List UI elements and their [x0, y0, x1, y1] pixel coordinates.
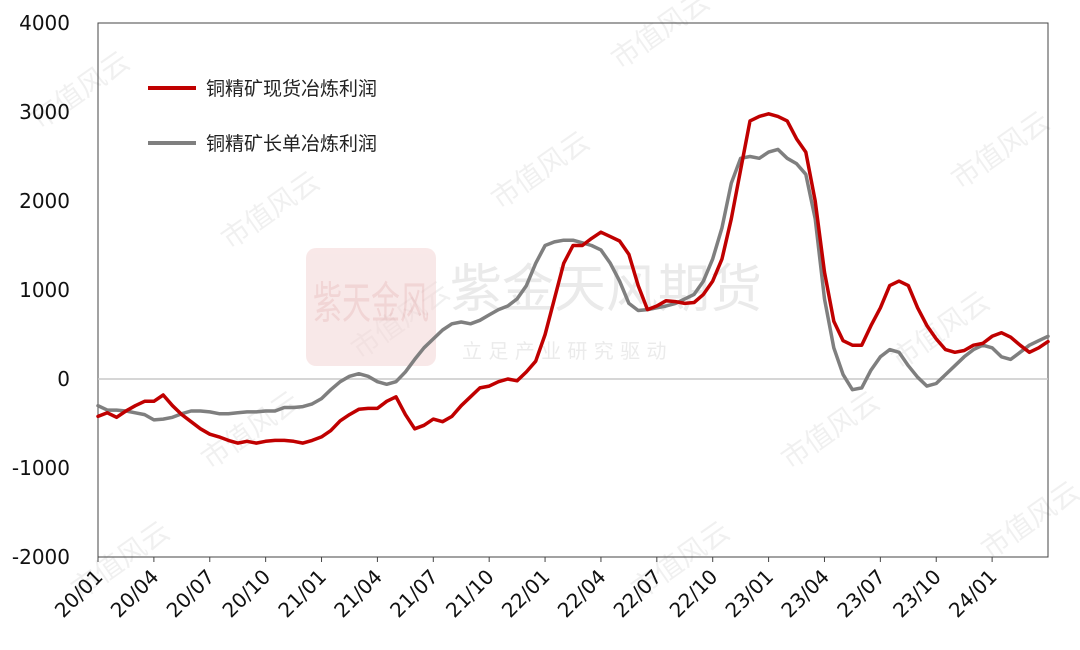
plot-area: [97, 22, 1049, 558]
series-lines: [96, 112, 1050, 445]
x-axis-ticks: 20/0120/0420/0720/1021/0121/0421/0721/10…: [50, 557, 1002, 622]
x-tick-label: 24/01: [944, 565, 1002, 623]
watermark-repeat-text: 市值风云: [215, 164, 326, 255]
x-tick-label: 23/10: [888, 565, 946, 623]
legend-label-spot: 铜精矿现货冶炼利润: [206, 78, 377, 100]
x-tick-label: 21/10: [441, 565, 499, 623]
x-tick-label: 20/10: [217, 565, 275, 623]
x-tick-label: 21/01: [273, 565, 331, 623]
y-tick-label: 3000: [19, 100, 70, 124]
y-tick-label: 4000: [19, 11, 70, 35]
y-tick-label: 2000: [19, 189, 70, 213]
watermark-repeat-text: 市值风云: [945, 104, 1056, 195]
watermark-repeat-text: 市值风云: [775, 384, 886, 475]
y-axis-ticks: 4000 3000 2000 1000 0 -1000 -2000: [12, 11, 70, 569]
y-tick-label: 0: [57, 367, 70, 391]
x-tick-label: 23/01: [720, 565, 778, 623]
watermark-repeat-text: 市值风云: [605, 0, 716, 76]
x-tick-label: 21/04: [329, 565, 387, 623]
x-tick-label: 23/07: [832, 565, 890, 623]
series-line-spot: [96, 112, 1050, 445]
watermark-repeat-text: 市值风云: [885, 284, 996, 375]
legend: 铜精矿现货冶炼利润 铜精矿长单冶炼利润: [148, 78, 377, 155]
x-tick-label: 22/04: [553, 565, 611, 623]
x-tick-label: 23/04: [776, 565, 834, 623]
axes: [97, 22, 1049, 558]
legend-label-contract: 铜精矿长单冶炼利润: [206, 133, 377, 155]
watermark-repeat-text: 市值风云: [975, 474, 1080, 565]
series-line-contract: [96, 147, 1050, 422]
y-tick-label: 1000: [19, 278, 70, 302]
watermark-logo: 紫天金风 紫金天风期货 立 足 产 业 研 究 驱 动: [306, 248, 762, 366]
watermark-repeat-text: 市值风云: [485, 124, 596, 215]
y-tick-label: -1000: [12, 456, 70, 480]
x-tick-label: 22/01: [497, 565, 555, 623]
watermark-seal: [306, 248, 436, 366]
x-tick-label: 21/07: [385, 565, 443, 623]
watermark-repeat-text: 市值风云: [195, 384, 306, 475]
y-tick-label: -2000: [12, 545, 70, 569]
watermark-seal-text: 紫天金风: [313, 278, 429, 329]
watermark-tagline: 立 足 产 业 研 究 驱 动: [462, 339, 667, 363]
x-tick-label: 20/07: [162, 565, 220, 623]
